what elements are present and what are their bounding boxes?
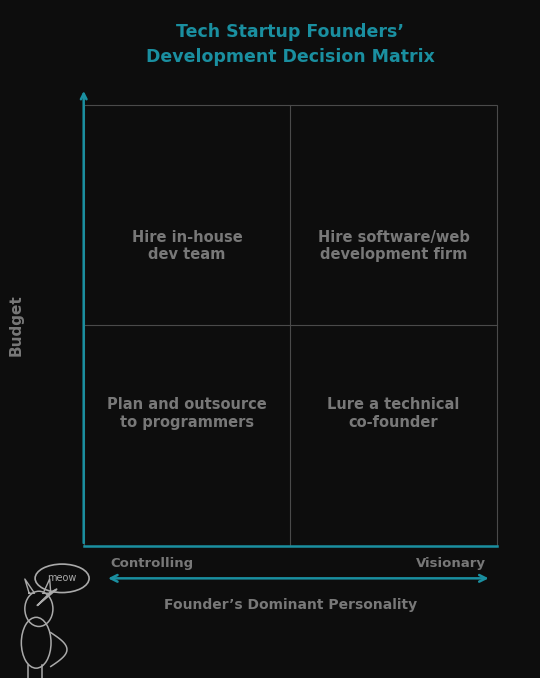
Text: Hire in-house
dev team: Hire in-house dev team	[132, 230, 242, 262]
Polygon shape	[37, 589, 57, 605]
Text: Hire software/web
development firm: Hire software/web development firm	[318, 230, 469, 262]
Text: Controlling: Controlling	[111, 557, 194, 570]
Text: Budget: Budget	[9, 294, 24, 357]
Text: Lure a technical
co-founder: Lure a technical co-founder	[327, 397, 460, 430]
Text: Plan and outsource
to programmers: Plan and outsource to programmers	[107, 397, 267, 430]
Text: Founder’s Dominant Personality: Founder’s Dominant Personality	[164, 599, 417, 612]
Bar	[84, 105, 497, 546]
Text: meow: meow	[48, 574, 77, 583]
Text: Tech Startup Founders’
Development Decision Matrix: Tech Startup Founders’ Development Decis…	[146, 22, 435, 66]
Text: Visionary: Visionary	[416, 557, 486, 570]
